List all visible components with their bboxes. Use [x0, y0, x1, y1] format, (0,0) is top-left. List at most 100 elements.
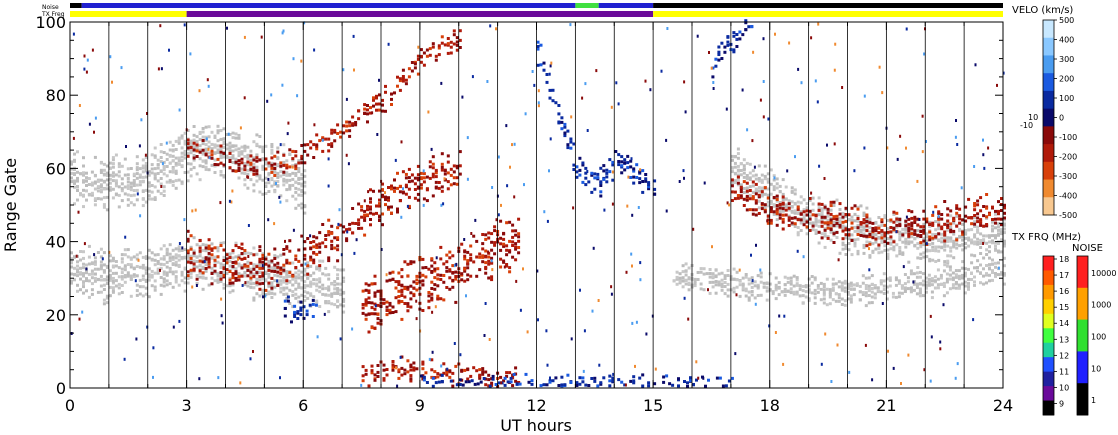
scatter-cell — [273, 247, 277, 251]
scatter-cell — [246, 186, 250, 190]
scatter-cell — [930, 277, 934, 281]
scatter-cell — [751, 190, 755, 194]
sparse-cell — [394, 158, 397, 162]
scatter-cell — [246, 163, 250, 167]
scatter-cell — [273, 279, 277, 283]
scatter-cell — [942, 269, 946, 273]
scatter-cell — [165, 247, 169, 251]
scatter-cell — [931, 245, 935, 249]
scatter-cell — [837, 299, 841, 303]
sparse-cell — [982, 242, 985, 245]
scatter-cell — [668, 382, 672, 386]
scatter-cell — [261, 288, 265, 292]
sparse-cell — [428, 357, 431, 361]
scatter-cell — [300, 206, 304, 210]
scatter-cell — [219, 137, 223, 141]
scatter-cell — [766, 193, 770, 197]
scatter-cell — [823, 232, 827, 236]
sparse-cell — [814, 79, 817, 83]
scatter-cell — [207, 145, 211, 149]
scatter-cell — [82, 188, 85, 192]
scatter-cell — [790, 205, 794, 208]
scatter-cell — [988, 245, 991, 249]
sparse-cell — [279, 376, 281, 380]
scatter-cell — [102, 172, 106, 176]
scatter-cell — [105, 296, 109, 300]
scatter-cell — [85, 176, 88, 180]
scatter-cell — [744, 294, 748, 298]
scatter-cell — [430, 292, 434, 296]
scatter-cell — [296, 310, 300, 314]
scatter-cell — [739, 183, 743, 187]
scatter-cell — [723, 292, 727, 296]
scatter-cell — [132, 203, 136, 207]
scatter-cell — [382, 377, 386, 381]
scatter-cell — [481, 367, 485, 371]
scatter-cell — [793, 225, 797, 228]
scatter-cell — [846, 285, 850, 288]
scatter-cell — [315, 299, 319, 303]
scatter-cell — [279, 271, 283, 275]
velocity-swatch — [1043, 73, 1054, 92]
scatter-cell — [216, 129, 220, 133]
scatter-cell — [433, 283, 437, 287]
scatter-cell — [1003, 264, 1006, 268]
scatter-cell — [751, 212, 755, 216]
sparse-cell — [217, 376, 220, 380]
scatter-cell — [997, 233, 1000, 237]
scatter-cell — [769, 218, 773, 222]
scatter-cell — [805, 209, 809, 213]
scatter-cell — [385, 313, 389, 317]
scatter-cell — [711, 285, 715, 289]
scatter-cell — [431, 172, 435, 176]
scatter-cell — [835, 214, 839, 218]
sparse-cell — [531, 70, 534, 73]
scatter-cell — [231, 149, 235, 153]
scatter-cell — [730, 158, 734, 162]
scatter-cell — [186, 151, 190, 155]
scatter-cell — [991, 258, 994, 262]
scatter-cell — [940, 213, 944, 216]
scatter-cell — [315, 147, 319, 151]
scatter-cell — [838, 208, 842, 211]
scatter-cell — [446, 171, 450, 175]
scatter-cell — [799, 210, 803, 214]
scatter-cell — [448, 287, 452, 291]
scatter-cell — [775, 182, 779, 186]
scatter-cell — [219, 129, 223, 133]
scatter-cell — [400, 373, 404, 377]
scatter-cell — [599, 381, 603, 385]
scatter-cell — [963, 271, 967, 275]
scatter-cell — [793, 216, 797, 220]
scatter-cell — [177, 245, 181, 249]
scatter-cell — [333, 139, 337, 143]
scatter-cell — [757, 164, 761, 168]
scatter-cell — [718, 376, 722, 380]
scatter-cell — [336, 259, 340, 263]
scatter-cell — [490, 381, 494, 385]
scatter-cell — [859, 230, 863, 234]
scatter-cell — [733, 171, 737, 175]
scatter-cell — [252, 183, 256, 187]
sparse-cell — [631, 321, 634, 325]
scatter-cell — [255, 169, 259, 173]
scatter-cell — [243, 162, 247, 166]
scatter-cell — [841, 247, 845, 251]
sparse-cell — [533, 83, 536, 87]
scatter-cell — [90, 292, 94, 296]
scatter-cell — [168, 178, 172, 182]
scatter-cell — [730, 376, 734, 380]
sparse-cell — [160, 185, 163, 188]
scatter-cell — [85, 270, 88, 274]
scatter-cell — [367, 291, 371, 294]
scatter-cell — [886, 219, 890, 222]
scatter-cell — [285, 286, 289, 290]
scatter-cell — [736, 194, 740, 197]
scatter-cell — [736, 152, 740, 156]
sparse-cell — [471, 75, 474, 79]
scatter-cell — [739, 190, 743, 194]
scatter-cell — [270, 166, 274, 170]
scatter-cell — [76, 264, 79, 268]
scatter-cell — [1000, 239, 1003, 243]
scatter-cell — [288, 249, 292, 253]
